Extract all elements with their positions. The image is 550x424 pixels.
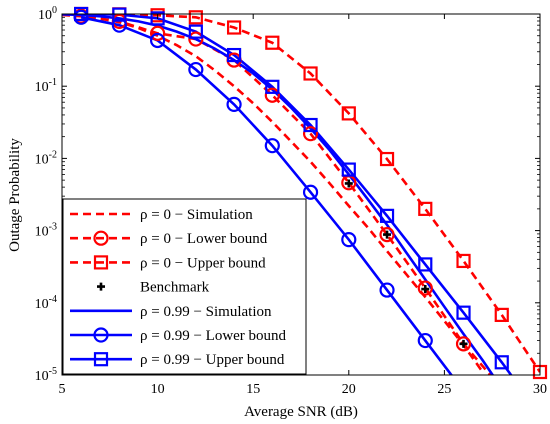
- x-tick-label: 15: [246, 382, 260, 397]
- legend-label: ρ = 0.99 − Simulation: [140, 304, 272, 320]
- y-tick-label: 10-3: [35, 222, 57, 240]
- y-tick-label: 100: [38, 5, 57, 23]
- series-5-point: [111, 17, 127, 33]
- series-2-point: [226, 20, 242, 35]
- series-5-point: [150, 32, 166, 49]
- series-5-point: [341, 232, 357, 248]
- series-6-point: [188, 24, 203, 39]
- series-2-point: [341, 106, 356, 121]
- x-tick-label: 20: [342, 382, 356, 397]
- y-tick-label: 10-1: [35, 77, 57, 95]
- y-tick-label: 10-5: [35, 366, 57, 384]
- x-tick-label: 5: [59, 382, 66, 397]
- legend-entry: ρ = 0.99 − Simulation: [70, 304, 272, 320]
- series-2-point: [379, 151, 395, 167]
- series-2-point: [418, 201, 433, 216]
- legend-label: ρ = 0.99 − Lower bound: [140, 328, 287, 344]
- series-1-point: [417, 280, 433, 296]
- x-tick-label: 25: [437, 382, 451, 397]
- y-axis-label: Outage Probability: [7, 138, 23, 252]
- legend-entry: ρ = 0.99 − Lower bound: [70, 327, 287, 344]
- legend-swatch-marker: [93, 230, 109, 246]
- series-6-point: [265, 79, 280, 94]
- legend-label: ρ = 0 − Simulation: [140, 207, 253, 223]
- series-5-point: [417, 332, 433, 349]
- legend-label: ρ = 0.99 − Upper bound: [140, 352, 285, 368]
- series-line-5: [80, 16, 454, 375]
- series-6-point: [112, 7, 127, 22]
- series-1-point: [264, 87, 280, 103]
- series-5-point: [379, 282, 395, 298]
- series-6-point: [150, 11, 165, 26]
- legend-swatch-marker: [93, 255, 109, 270]
- y-tick-label: 10-2: [35, 149, 57, 167]
- legend: ρ = 0 − Simulation ρ = 0 − Lower bound ρ =…: [62, 198, 307, 375]
- series-3-point: [421, 285, 430, 294]
- legend-swatch-marker: [93, 327, 109, 343]
- series-1-point: [302, 126, 319, 142]
- series-5-point: [226, 96, 242, 112]
- legend-entry: ρ = 0 − Upper bound: [70, 255, 266, 271]
- series-line-2: [62, 14, 540, 373]
- legend-label: Benchmark: [140, 280, 210, 296]
- legend-entry: Benchmark: [97, 280, 210, 296]
- series-6-point: [456, 305, 471, 320]
- series-6-point: [418, 257, 433, 272]
- series-3-point: [459, 339, 468, 348]
- series-2-point: [494, 307, 509, 322]
- series-6-point: [303, 117, 318, 133]
- series-5-point: [302, 184, 319, 200]
- legend-swatch-marker: [97, 282, 105, 291]
- series-5-point: [264, 138, 280, 154]
- legend-entry: ρ = 0 − Simulation: [70, 207, 253, 223]
- series-1-point: [188, 31, 204, 47]
- y-tick-label: 10-4: [35, 294, 57, 312]
- series-6-point: [341, 162, 356, 177]
- x-tick-label: 30: [533, 382, 547, 397]
- series-2-point: [303, 66, 318, 81]
- series-5-point: [188, 61, 204, 78]
- plot-frame: [61, 13, 541, 376]
- x-axis-label: Average SNR (dB): [244, 404, 358, 420]
- series-1-point: [379, 227, 395, 243]
- series-1-point: [150, 25, 166, 41]
- x-tick-label: 10: [151, 382, 165, 397]
- legend-label: ρ = 0 − Upper bound: [140, 255, 266, 271]
- series-3-point: [344, 179, 353, 188]
- series-line-4: [62, 14, 495, 375]
- series-2-point: [188, 10, 203, 25]
- series-6-point: [226, 47, 242, 63]
- series-1-point: [455, 336, 472, 352]
- legend-label: ρ = 0 − Lower bound: [140, 231, 268, 247]
- legend-entry: ρ = 0.99 − Upper bound: [70, 352, 285, 368]
- series-6-point: [494, 355, 509, 370]
- legend-entry: ρ = 0 − Lower bound: [70, 230, 268, 247]
- series-3-point: [383, 230, 392, 239]
- series-2-point: [265, 35, 280, 50]
- series-2-point: [456, 253, 471, 269]
- legend-swatch-marker: [93, 352, 109, 367]
- series-6-point: [379, 208, 395, 223]
